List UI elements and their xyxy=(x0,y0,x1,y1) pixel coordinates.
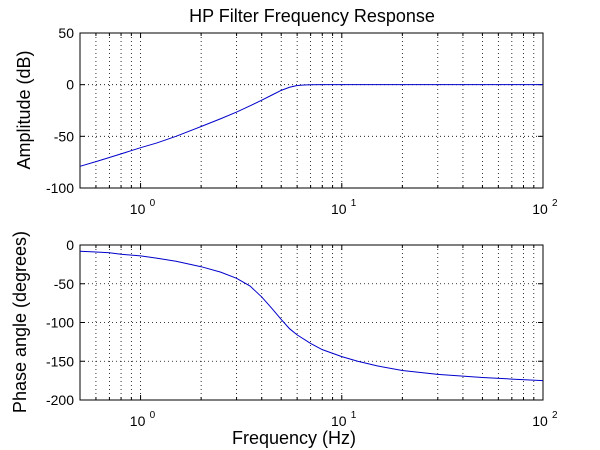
amplitude-x-tick-labels: 10 0 10 1 10 2 xyxy=(130,198,558,217)
amplitude-x-tick-label: 10 xyxy=(331,201,347,217)
amplitude-y-tick-label: 0 xyxy=(66,77,74,93)
amplitude-y-tick-label: -100 xyxy=(46,180,74,196)
phase-tick-marks xyxy=(80,244,543,401)
amplitude-y-tick-labels: 50 0 -50 -100 xyxy=(46,25,74,196)
amplitude-plot: 50 0 -50 -100 10 0 10 1 10 2 Amplitude (dB) xyxy=(14,25,558,217)
phase-x-tick-exponent: 2 xyxy=(552,410,558,421)
phase-plot: 0 -50 -100 -150 -200 10 0 10 1 10 2 Phase angle (… xyxy=(10,231,558,448)
amplitude-y-tick-label: -50 xyxy=(54,128,74,144)
amplitude-x-tick-label: 10 xyxy=(532,201,548,217)
amplitude-x-tick-exponent: 1 xyxy=(351,198,357,209)
phase-y-axis-label: Phase angle (degrees) xyxy=(10,231,30,413)
phase-y-tick-labels: 0 -50 -100 -150 -200 xyxy=(46,237,74,408)
phase-x-tick-label: 10 xyxy=(130,413,146,429)
phase-y-tick-label: -150 xyxy=(46,353,74,369)
phase-y-tick-label: -200 xyxy=(46,392,74,408)
phase-x-tick-label: 10 xyxy=(532,413,548,429)
phase-x-tick-label: 10 xyxy=(331,413,347,429)
amplitude-x-tick-exponent: 2 xyxy=(552,198,558,209)
chart-title: HP Filter Frequency Response xyxy=(189,6,435,26)
phase-series-line xyxy=(79,250,544,382)
amplitude-x-tick-exponent: 0 xyxy=(150,198,156,209)
amplitude-y-tick-label: 50 xyxy=(58,25,74,41)
phase-x-tick-labels: 10 0 10 1 10 2 xyxy=(130,410,558,429)
amplitude-series-line xyxy=(79,84,543,167)
amplitude-tick-marks xyxy=(80,32,543,189)
phase-y-tick-label: -100 xyxy=(46,315,74,331)
phase-x-tick-exponent: 1 xyxy=(351,410,357,421)
amplitude-y-axis-label: Amplitude (dB) xyxy=(14,50,34,169)
amplitude-plot-frame xyxy=(79,32,544,189)
phase-y-tick-label: 0 xyxy=(66,237,74,253)
phase-y-tick-label: -50 xyxy=(54,276,74,292)
phase-plot-frame xyxy=(79,244,544,401)
x-axis-label: Frequency (Hz) xyxy=(232,428,356,448)
phase-x-tick-exponent: 0 xyxy=(150,410,156,421)
amplitude-x-tick-label: 10 xyxy=(130,201,146,217)
